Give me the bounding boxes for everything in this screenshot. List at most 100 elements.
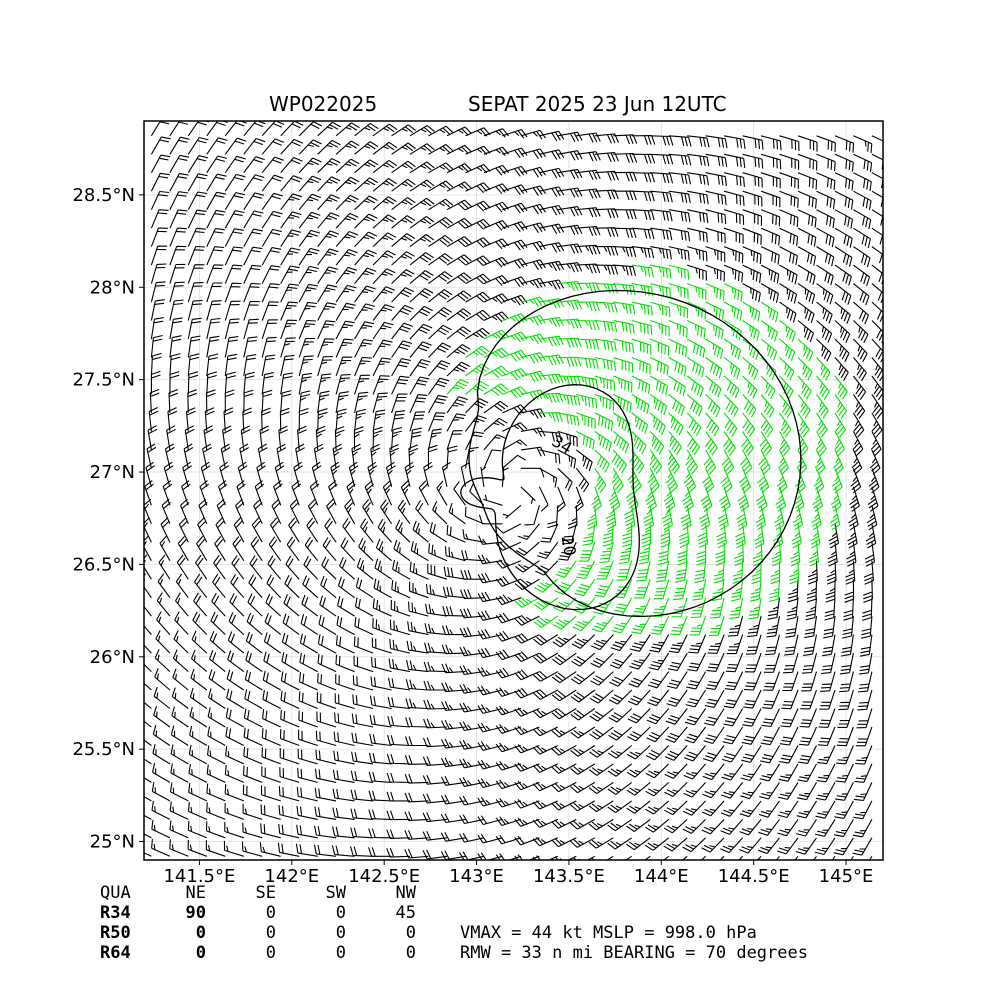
wind-barb bbox=[833, 837, 854, 856]
wind-barb bbox=[477, 685, 503, 696]
wind-barb bbox=[144, 701, 152, 709]
wind-barb bbox=[206, 246, 225, 266]
wind-barb bbox=[211, 592, 226, 617]
wind-barb bbox=[830, 486, 842, 512]
wind-barb bbox=[668, 172, 692, 185]
wind-barb bbox=[206, 155, 228, 174]
wind-barb bbox=[446, 254, 472, 266]
wind-barb bbox=[816, 320, 833, 343]
wind-barb bbox=[354, 231, 378, 247]
wind-barb bbox=[723, 283, 743, 302]
wind-barb bbox=[187, 173, 208, 192]
wind-barb bbox=[724, 671, 744, 691]
wind-barb bbox=[834, 782, 854, 801]
wind-barb bbox=[619, 542, 633, 565]
wind-barb bbox=[483, 449, 502, 469]
wind-barb bbox=[649, 375, 669, 396]
wind-barb bbox=[705, 357, 723, 379]
wind-barb bbox=[502, 147, 528, 159]
wind-barb bbox=[532, 781, 559, 792]
wind-barb bbox=[743, 671, 762, 691]
wind-barb bbox=[708, 615, 725, 637]
wind-barb bbox=[533, 652, 559, 664]
wind-barb bbox=[169, 173, 189, 192]
wind-barb bbox=[784, 634, 799, 656]
wind-barb bbox=[483, 238, 510, 250]
wind-barb bbox=[871, 190, 883, 208]
wind-barb bbox=[354, 213, 378, 229]
wind-barb bbox=[154, 649, 171, 673]
wind-barb bbox=[477, 759, 503, 770]
wind-barb bbox=[790, 542, 801, 567]
wind-barb bbox=[483, 365, 509, 379]
wind-barb bbox=[356, 557, 374, 580]
wind-barb bbox=[446, 413, 466, 432]
wind-barb bbox=[375, 538, 392, 562]
y-tick-label: 25.5°N bbox=[72, 739, 135, 760]
wind-barb bbox=[206, 173, 227, 192]
wind-barb bbox=[655, 560, 670, 583]
wind-barb bbox=[720, 837, 744, 854]
wind-barb bbox=[465, 273, 491, 285]
wind-barb bbox=[813, 468, 825, 494]
wind-barb bbox=[829, 505, 841, 531]
wind-barb bbox=[539, 260, 565, 272]
wind-barb bbox=[389, 444, 400, 469]
wind-barb bbox=[354, 339, 374, 358]
x-tick-label: 145°E bbox=[819, 866, 874, 887]
wind-barb bbox=[779, 209, 799, 228]
wind-barb bbox=[627, 708, 651, 724]
wind-barb bbox=[169, 191, 189, 210]
wind-barb bbox=[557, 206, 583, 217]
wind-barb bbox=[539, 467, 558, 488]
wind-barb bbox=[705, 209, 727, 225]
wind-barb bbox=[364, 480, 374, 506]
wind-barb bbox=[686, 320, 706, 339]
wind-barb bbox=[705, 283, 725, 301]
wind-barb bbox=[465, 327, 491, 340]
wind-barb bbox=[705, 172, 727, 187]
wind-barb bbox=[645, 486, 658, 512]
wind-barb bbox=[845, 560, 856, 585]
wind-barb bbox=[243, 765, 263, 783]
wind-barb bbox=[409, 197, 435, 211]
wind-barb bbox=[187, 155, 209, 173]
wind-barb bbox=[720, 819, 744, 835]
wind-barb bbox=[227, 631, 245, 654]
wind-barb bbox=[280, 265, 300, 284]
wind-barb bbox=[810, 523, 821, 549]
wind-barb bbox=[368, 809, 392, 820]
wind-barb bbox=[477, 704, 503, 714]
wind-barb bbox=[739, 837, 762, 854]
wind-barb bbox=[483, 311, 509, 323]
x-tick-label: 142.5°E bbox=[348, 866, 420, 887]
wind-barb bbox=[840, 652, 854, 675]
wind-barb bbox=[631, 393, 650, 415]
wind-barb bbox=[801, 671, 818, 692]
wind-barb bbox=[740, 782, 762, 800]
wind-barb bbox=[631, 319, 653, 336]
wind-barb bbox=[758, 800, 780, 818]
wind-barb bbox=[441, 757, 466, 768]
wind-barb bbox=[259, 425, 270, 450]
wind-barb bbox=[851, 449, 863, 475]
wind-barb bbox=[711, 579, 725, 602]
wind-barb bbox=[539, 149, 565, 160]
wind-barb bbox=[409, 288, 434, 303]
wind-barb bbox=[224, 228, 244, 247]
wind-barb bbox=[150, 245, 168, 266]
wind-barb bbox=[150, 190, 170, 210]
wind-barb bbox=[423, 699, 448, 710]
wind-barb bbox=[798, 745, 817, 764]
wind-barb bbox=[281, 652, 300, 673]
wind-barb bbox=[613, 375, 633, 393]
wind-barb bbox=[551, 689, 577, 702]
wind-barb bbox=[446, 396, 468, 414]
wind-barb bbox=[495, 779, 522, 790]
wind-barb bbox=[276, 443, 287, 469]
wind-barb bbox=[446, 181, 472, 192]
wind-barb bbox=[613, 264, 637, 277]
wind-barb bbox=[570, 708, 596, 721]
wind-barb bbox=[351, 713, 374, 728]
wind-barb bbox=[816, 394, 829, 419]
